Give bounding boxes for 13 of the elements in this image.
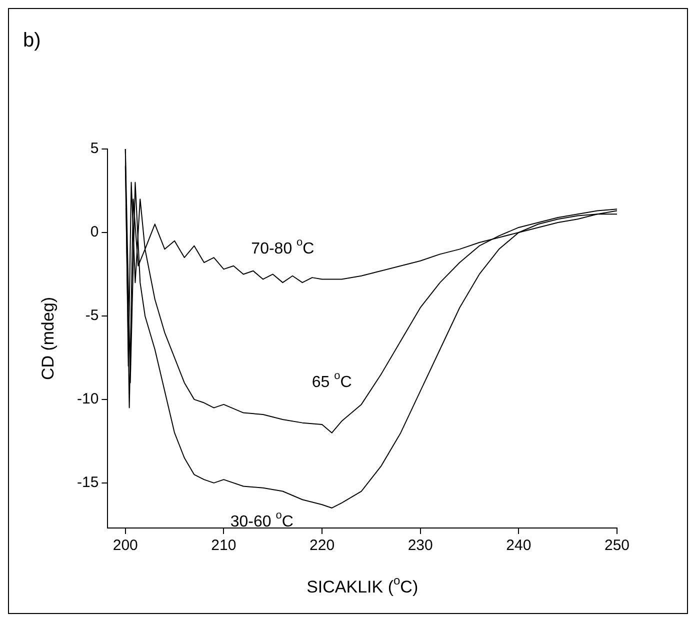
x-tick-label: 200	[112, 537, 138, 554]
y-tick-label: 0	[90, 224, 99, 241]
y-tick-label: -5	[85, 307, 99, 324]
chart-title: b)	[23, 30, 41, 52]
y-tick-label: -10	[76, 390, 99, 408]
x-tick-label: 230	[408, 537, 433, 554]
x-tick-label: 220	[310, 537, 335, 554]
y-tick-label: -15	[76, 474, 99, 492]
y-axis-title: CD (mdeg)	[38, 296, 58, 380]
x-tick-label: 250	[604, 537, 630, 554]
x-tick-label: 240	[506, 537, 532, 554]
y-tick-label: 5	[90, 140, 99, 158]
x-tick-label: 210	[211, 537, 236, 554]
